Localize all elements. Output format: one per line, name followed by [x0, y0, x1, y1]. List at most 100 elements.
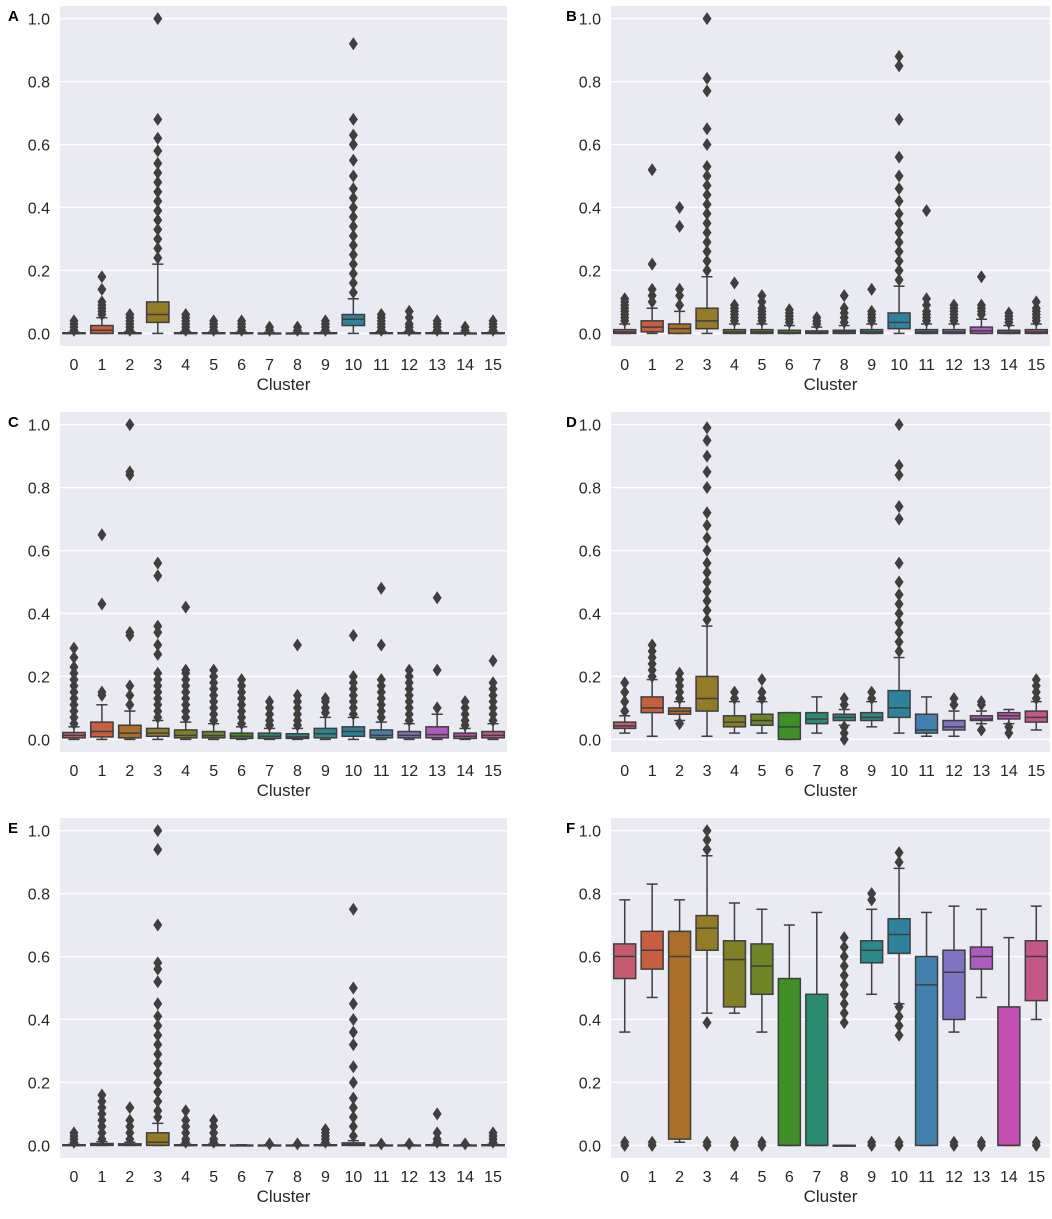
x-tick-label: 2 — [125, 357, 134, 374]
outlier-marker — [729, 276, 739, 290]
outlier-marker — [348, 1025, 358, 1039]
outlier-marker — [348, 1060, 358, 1074]
x-tick-label: 8 — [840, 1169, 849, 1186]
panel-D: 0.00.20.40.60.81.00 1 2 3 4 5 6 7 8 9 10 11 12 13 14 15… — [566, 412, 1050, 800]
x-tick-label: 7 — [265, 357, 274, 374]
x-tick-label: 3 — [703, 357, 712, 374]
x-tick-label: 13 — [973, 357, 991, 374]
box-cluster-5 — [750, 673, 774, 734]
outlier-marker — [348, 112, 358, 126]
box-cluster-6 — [229, 673, 254, 741]
box — [859, 940, 884, 964]
outlier-marker — [894, 245, 904, 259]
outlier-marker — [153, 12, 163, 26]
outlier-marker — [1031, 673, 1041, 687]
box — [612, 943, 637, 980]
outlier-marker — [675, 717, 685, 731]
box-cluster-12 — [397, 304, 422, 337]
x-tick-label: 12 — [400, 1169, 418, 1186]
outlier-marker — [348, 238, 358, 252]
outlier-marker — [757, 289, 767, 303]
outlier-marker — [348, 267, 358, 281]
x-tick-label: 9 — [321, 763, 330, 780]
x-tick-label: 14 — [456, 763, 474, 780]
panel-F: 0.00.20.40.60.81.00 1 2 3 4 5 6 7 8 9 10 11 12 13 14 15… — [566, 818, 1050, 1206]
box — [777, 711, 802, 741]
outlier-marker — [894, 207, 904, 221]
outlier-marker — [348, 276, 358, 290]
outlier-marker — [125, 1101, 135, 1115]
y-tick-label: 0.4 — [579, 200, 601, 217]
x-tick-label: 7 — [812, 1169, 821, 1186]
box-cluster-5 — [750, 908, 774, 1152]
box-cluster-7 — [257, 320, 282, 337]
x-tick-label: 12 — [945, 357, 963, 374]
panel-C: 0.00.20.40.60.81.00 1 2 3 4 5 6 7 8 9 10 11 12 13 14 15… — [8, 412, 507, 800]
box-cluster-9 — [313, 314, 338, 337]
x-tick-label: 15 — [484, 763, 502, 780]
y-tick-label: 0.0 — [28, 326, 50, 343]
box — [640, 696, 664, 714]
outlier-marker — [153, 251, 163, 265]
outlier-marker — [702, 84, 712, 98]
outlier-marker — [702, 556, 712, 570]
outlier-marker — [432, 1126, 442, 1140]
outlier-marker — [839, 1006, 849, 1020]
outlier-marker — [620, 1135, 630, 1149]
x-axis-label: Cluster — [804, 781, 858, 800]
outlier-marker — [181, 1104, 191, 1118]
x-tick-label: 10 — [344, 357, 362, 374]
box-cluster-8 — [285, 320, 310, 337]
panel-E: 0.00.20.40.60.81.00 1 2 3 4 5 6 7 8 9 10 11 12 13 14 15… — [8, 818, 507, 1206]
x-tick-label: 14 — [1000, 357, 1018, 374]
x-tick-label: 12 — [400, 763, 418, 780]
outlier-marker — [348, 1075, 358, 1089]
outlier-marker — [702, 594, 712, 608]
x-tick-label: 4 — [181, 763, 190, 780]
outlier-marker — [460, 1137, 470, 1151]
outlier-marker — [265, 320, 275, 334]
box — [997, 1006, 1021, 1147]
outlier-marker — [894, 635, 904, 649]
outlier-marker — [153, 647, 163, 661]
plot-background — [611, 6, 1050, 346]
x-tick-label: 9 — [867, 763, 876, 780]
outlier-marker — [922, 292, 932, 306]
x-tick-label: 13 — [973, 1169, 991, 1186]
box — [887, 312, 911, 330]
box — [887, 689, 911, 719]
outlier-marker — [488, 676, 498, 690]
x-tick-label: 10 — [890, 763, 908, 780]
outlier-marker — [432, 591, 442, 605]
plot-background — [60, 6, 507, 346]
outlier-marker — [702, 1135, 712, 1149]
outlier-marker — [867, 1135, 877, 1149]
box-cluster-4 — [722, 902, 747, 1152]
outlier-marker — [181, 308, 191, 322]
box — [89, 721, 114, 738]
outlier-marker — [839, 1016, 849, 1030]
box-cluster-4 — [173, 1104, 198, 1149]
outlier-marker — [348, 285, 358, 299]
outlier-marker — [153, 1038, 163, 1052]
outlier-marker — [292, 320, 302, 334]
outlier-marker — [69, 660, 79, 674]
box-cluster-2 — [117, 308, 142, 337]
x-tick-label: 6 — [785, 1169, 794, 1186]
x-tick-label: 15 — [1027, 1169, 1045, 1186]
box-cluster-2 — [667, 666, 692, 731]
outlier-marker — [181, 663, 191, 677]
box — [145, 301, 170, 324]
outlier-marker — [69, 651, 79, 665]
outlier-marker — [348, 191, 358, 205]
box-cluster-15 — [481, 1126, 505, 1149]
outlier-marker — [97, 1088, 107, 1102]
outlier-marker — [153, 131, 163, 145]
x-tick-label: 4 — [730, 357, 739, 374]
box-cluster-6 — [777, 303, 802, 335]
outlier-marker — [209, 663, 219, 677]
box-cluster-12 — [942, 905, 966, 1152]
outlier-marker — [976, 270, 986, 284]
outlier-marker — [153, 1028, 163, 1042]
